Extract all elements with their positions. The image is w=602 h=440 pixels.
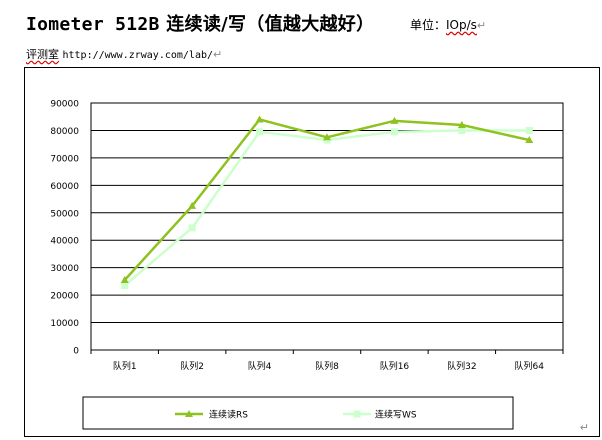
plot-area: [90, 102, 564, 351]
legend-marker: [353, 410, 361, 418]
chart-frame: 0 10000 20000 30000 40000 50000 60000 70000 8000…: [24, 67, 600, 437]
y-tick-label: 20000: [50, 292, 79, 302]
unit-note: 单位：IOp/s↵: [410, 16, 486, 33]
legend-label: 连续读RS: [209, 409, 248, 421]
unit-label: 单位：: [410, 18, 447, 32]
y-tick-label: 0: [73, 347, 79, 357]
paragraph-mark-icon: ↵: [213, 48, 223, 61]
y-tick-label: 80000: [50, 127, 79, 137]
data-point-read: [525, 136, 534, 144]
x-tick-label: 队列16: [380, 360, 410, 372]
x-tick-label: 队列1: [113, 360, 137, 372]
y-tick-label: 70000: [50, 154, 79, 164]
data-point-write: [256, 128, 264, 136]
x-tick-label: 队列4: [248, 360, 272, 372]
data-point-write: [121, 282, 129, 290]
title-description: 连续读/写（值越大越好）: [159, 14, 375, 35]
data-point-read: [390, 116, 399, 124]
data-point-read: [255, 115, 264, 123]
data-point-read: [323, 133, 331, 141]
y-tick-label: 30000: [50, 264, 79, 274]
legend-label: 连续写WS: [375, 409, 417, 421]
legend-marker: [185, 410, 193, 417]
x-tick-label: 队列64: [515, 360, 545, 372]
series-line-write: [123, 129, 530, 287]
y-tick-label: 50000: [50, 209, 79, 219]
y-tick-label: 10000: [50, 319, 79, 329]
y-tick-label: 90000: [50, 100, 79, 110]
data-point-write: [458, 126, 466, 134]
title-benchmark-name: Iometer 512B: [26, 14, 160, 35]
data-point-write: [525, 126, 533, 134]
data-point-read: [457, 120, 466, 128]
y-tick-label: 60000: [50, 182, 79, 192]
x-tick-label: 队列32: [447, 360, 476, 372]
unit-value: IOp/s: [446, 18, 477, 32]
data-point-write: [188, 224, 196, 232]
lab-label: 评测室: [26, 48, 59, 61]
paragraph-mark-icon: ↵: [579, 421, 589, 434]
paragraph-mark-icon: ↵: [476, 19, 487, 32]
legend-box: [82, 396, 514, 430]
document-title: Iometer 512B 连续读/写（值越大越好）: [26, 10, 374, 36]
x-tick-label: 队列2: [180, 360, 204, 372]
data-point-write: [390, 128, 398, 136]
y-tick-label: 40000: [50, 237, 79, 247]
lab-line: 评测室 http://www.zrway.com/lab/↵: [26, 46, 222, 62]
line-chart: 0 10000 20000 30000 40000 50000 60000 70000 8000…: [50, 100, 564, 430]
data-point-read: [120, 276, 129, 284]
x-tick-label: 队列8: [315, 360, 339, 372]
lab-url: http://www.zrway.com/lab/: [62, 50, 214, 61]
data-point-read: [188, 201, 197, 209]
